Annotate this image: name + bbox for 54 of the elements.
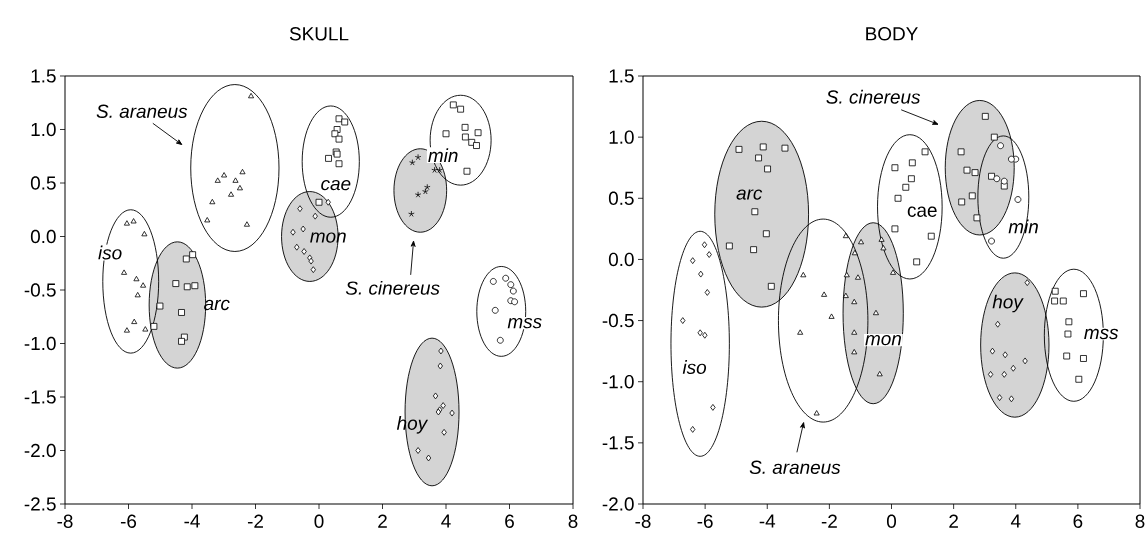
y-tick-label: -2.0 [24,443,56,458]
annotation: mon [865,334,901,346]
y-tick-label: -1.0 [24,336,56,351]
y-tick-label: 1.5 [31,69,56,83]
y-tick-label: -2.0 [602,497,634,511]
x-tick-label: -2 [821,514,837,528]
y-tick-label: 1.0 [609,130,634,144]
x-tick-label: 6 [1073,514,1083,528]
y-tick-label: 1.0 [31,122,56,137]
annotation: S. araneus [749,460,841,475]
annotation: S. araneus [96,104,188,119]
y-tick-label: -2.5 [24,497,56,511]
y-tick-label: -1.5 [24,390,56,404]
annotation: hoy [992,294,1024,313]
y-tick-label: -1.0 [602,375,634,389]
y-tick-label: -1.5 [602,436,634,450]
x-tick-label: 4 [441,514,451,528]
y-tick-label: -0.5 [602,313,634,328]
y-tick-label: -0.5 [24,283,56,297]
x-tick-label: 6 [505,514,514,528]
chart-title: BODY [866,27,918,41]
annotation: arc [736,189,763,200]
x-tick-label: 0 [886,514,897,528]
x-tick-label: -6 [697,514,713,528]
x-tick-label: -2 [247,514,263,528]
x-tick-label: 8 [1135,514,1145,528]
annotation: cae [321,179,351,191]
x-tick-label: 8 [568,514,578,528]
annotation: hoy [396,416,429,434]
annotation: min [428,148,458,163]
x-tick-label: 2 [378,514,387,528]
annotation: mon [310,232,346,243]
annotation: iso [98,245,122,260]
y-tick-label: 0.5 [30,176,56,190]
annotation: S. cinereus [826,89,921,104]
annotation: cae [907,206,937,217]
chart-title: SKULL [289,27,349,41]
annotation: mss [507,317,542,329]
annotation: S. cinereus [345,280,440,295]
annotation: min [1008,219,1038,234]
y-tick-label: 1.5 [609,69,634,83]
x-tick-label: -8 [635,514,651,528]
annotation: iso [682,360,707,374]
x-tick-label: 4 [1010,514,1021,528]
y-tick-label: 0.5 [608,191,634,205]
y-tick-label: 0.0 [608,252,634,267]
x-tick-label: -4 [759,514,776,528]
x-tick-label: -8 [57,514,73,528]
y-tick-label: 0.0 [30,229,56,244]
x-tick-label: 2 [949,514,958,528]
annotation: mss [1084,328,1119,340]
x-tick-label: -4 [184,514,200,528]
x-tick-label: -6 [120,514,137,528]
x-tick-label: 0 [314,514,324,528]
